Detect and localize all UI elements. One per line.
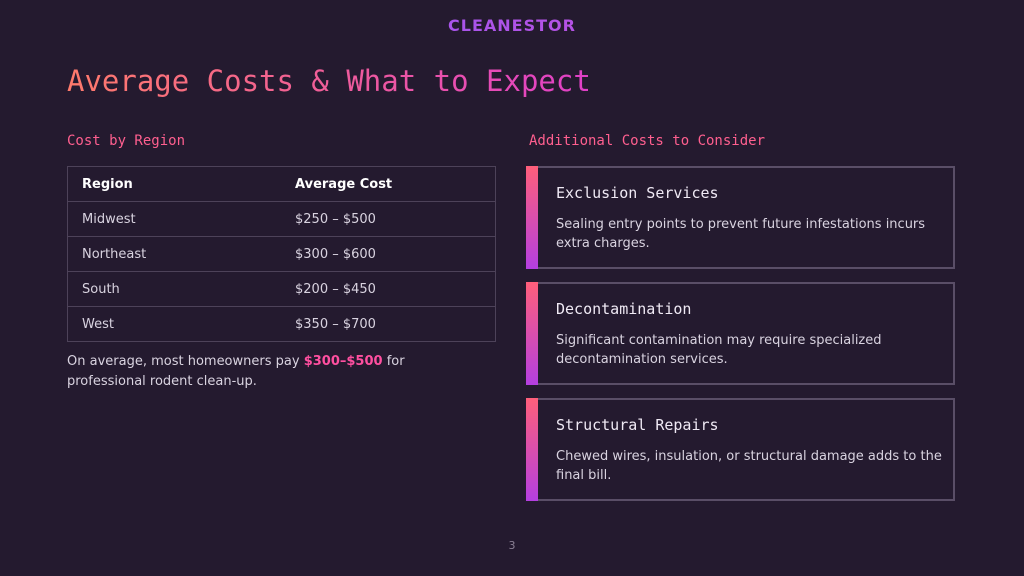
table-cell: $350 – $700 [281, 306, 496, 342]
cost-card: Exclusion Services Sealing entry points t… [526, 166, 955, 269]
table-cell: $250 – $500 [281, 201, 496, 237]
card-accent [526, 282, 538, 385]
table-cell: West [67, 306, 281, 342]
card-accent [526, 166, 538, 269]
table-row: Midwest $250 – $500 [67, 201, 496, 237]
card-title: Decontamination [556, 300, 692, 318]
cost-card: Decontamination Significant contamination… [526, 282, 955, 385]
cost-card: Structural Repairs Chewed wires, insulati… [526, 398, 955, 501]
card-text: Chewed wires, insulation, or structural … [556, 449, 942, 483]
table-row: South $200 – $450 [67, 271, 496, 307]
card-title: Exclusion Services [556, 184, 719, 202]
table-cell: $200 – $450 [281, 271, 496, 307]
table-cell: Northeast [67, 236, 281, 272]
section-heading: Additional Costs to Consider [529, 133, 766, 149]
header-row: Region Average Cost [67, 166, 496, 202]
summary: On average, most homeowners pay $300–$50… [67, 352, 487, 392]
logo: CLEANESTOR [0, 16, 1024, 35]
card-text: Significant contamination may require sp… [556, 333, 882, 367]
card-accent [526, 398, 538, 501]
card-text: Sealing entry points to prevent future i… [556, 217, 926, 251]
cost-table: Region Average Cost Midwest $250 – $500 No… [67, 166, 496, 342]
card-title: Structural Repairs [556, 416, 719, 434]
table-cell: Midwest [67, 201, 281, 237]
table-row: Northeast $300 – $600 [67, 236, 496, 272]
column-header: Region [67, 166, 281, 202]
table-row: West $350 – $700 [67, 306, 496, 342]
table-cell: South [67, 271, 281, 307]
page-number: 3 [508, 539, 516, 552]
summary-text: On average, most homeowners pay [67, 354, 304, 369]
table-cell: $300 – $600 [281, 236, 496, 272]
column-header: Average Cost [281, 166, 496, 202]
summary-highlight: $300–$500 [303, 354, 383, 369]
title: Average Costs & What to Expect [67, 64, 591, 98]
section-heading: Cost by Region [67, 133, 186, 149]
summary-text: for professional rodent clean-up. [67, 354, 405, 389]
